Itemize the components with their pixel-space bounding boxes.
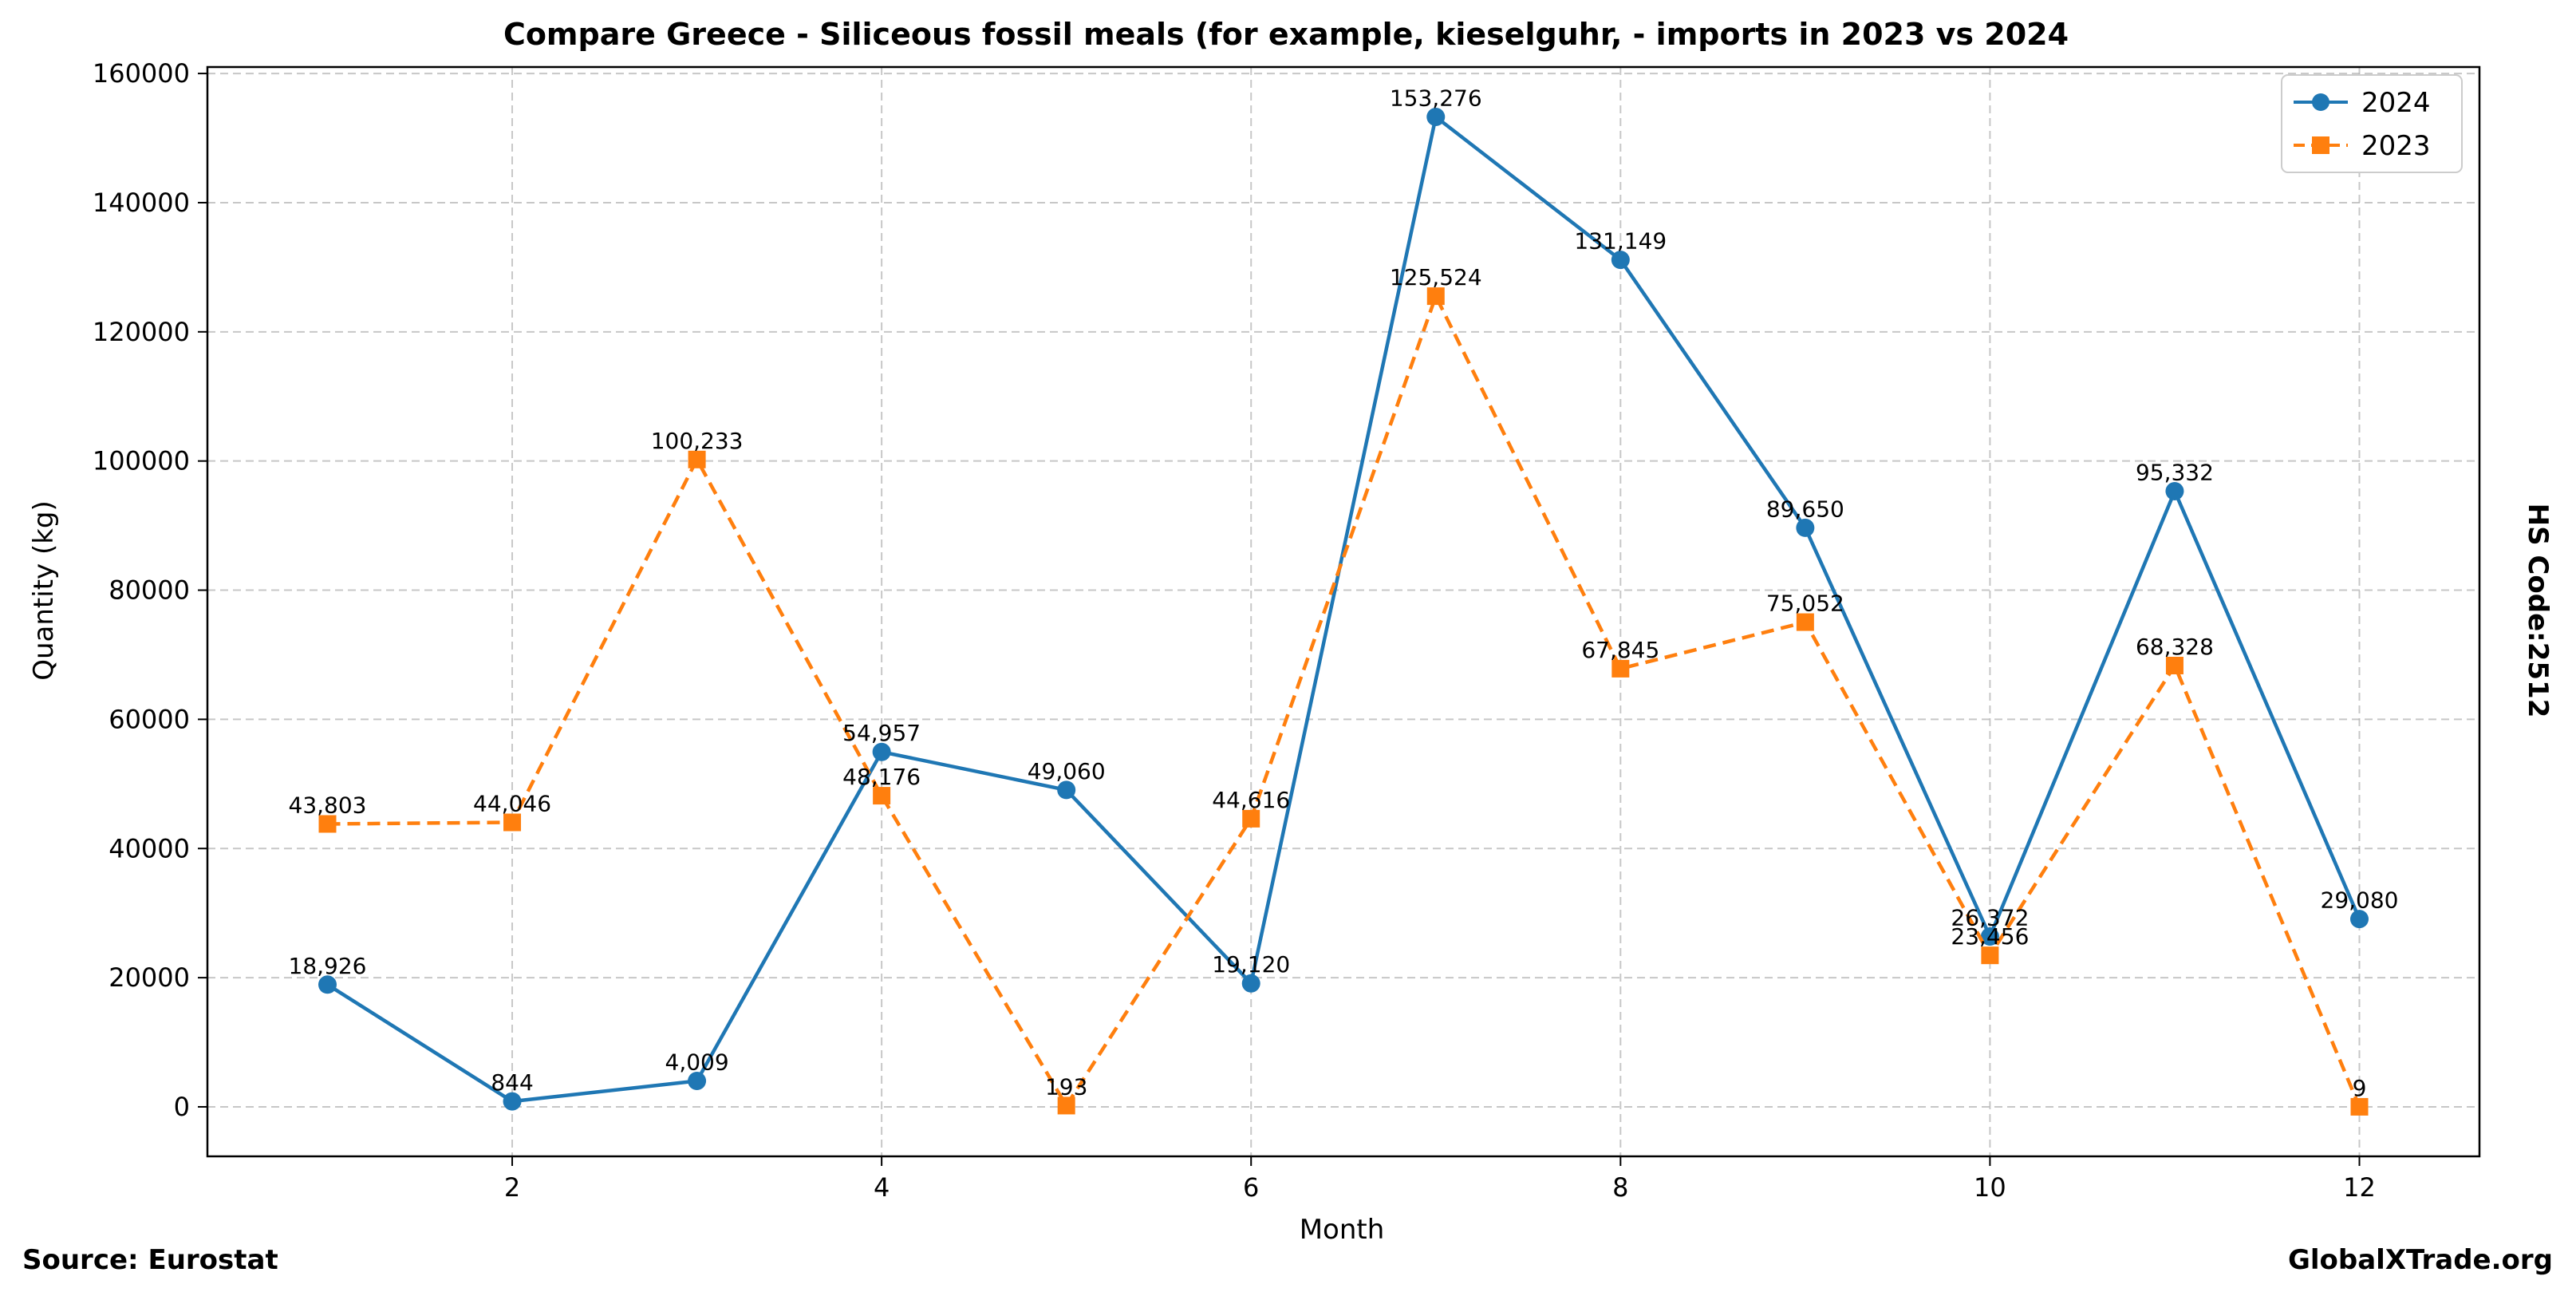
point-2024	[1796, 518, 1815, 537]
series-layer	[318, 108, 2369, 1116]
point-2024	[318, 975, 337, 994]
point-2024	[503, 1092, 522, 1111]
chart-title: Compare Greece - Siliceous fossil meals …	[503, 17, 2069, 52]
point-2024	[1980, 927, 1999, 946]
data-label-2024: 49,060	[1028, 758, 1106, 784]
data-label-2024: 29,080	[2321, 887, 2399, 914]
legend-label-2023: 2023	[2361, 130, 2431, 162]
point-2023	[1611, 659, 1630, 678]
data-label-2024: 26,372	[1951, 905, 2029, 931]
data-label-2024: 4,009	[665, 1049, 729, 1076]
data-label-2023: 44,046	[473, 791, 551, 817]
data-label-2023: 68,328	[2136, 634, 2214, 660]
point-2023	[1796, 613, 1814, 631]
data-label-2024: 18,926	[289, 953, 367, 979]
point-2024	[2165, 481, 2184, 500]
point-2024	[1241, 974, 1260, 993]
legend-label-2024: 2024	[2361, 87, 2431, 119]
y-tick-label: 100000	[93, 446, 190, 476]
y-tick-label: 20000	[108, 962, 190, 993]
point-2024	[2349, 910, 2369, 929]
point-2024	[1057, 780, 1076, 800]
data-label-2023: 75,052	[1766, 591, 1844, 617]
x-tick-label: 10	[1974, 1172, 2006, 1203]
point-2023	[688, 450, 706, 468]
y-tick-label: 160000	[93, 58, 190, 89]
point-2024	[1611, 251, 1630, 270]
data-label-2024: 19,120	[1212, 951, 1290, 978]
point-2023	[1426, 287, 1445, 306]
data-label-2023: 125,524	[1390, 264, 1482, 290]
hs-code-label: HS Code:2512	[2522, 504, 2554, 718]
x-tick-label: 6	[1243, 1172, 1259, 1203]
grid-lines	[207, 67, 2479, 1156]
point-2023	[1242, 809, 1260, 828]
data-label-2023: 100,233	[651, 428, 744, 454]
brand-label: GlobalXTrade.org	[2288, 1244, 2553, 1276]
y-tick-label: 0	[174, 1092, 190, 1122]
data-label-2023: 44,616	[1212, 787, 1290, 813]
y-tick-label: 140000	[93, 188, 190, 218]
data-label-2023: 23,456	[1951, 923, 2029, 950]
x-tick-label: 2	[504, 1172, 520, 1203]
legend-marker-2023	[2312, 136, 2329, 154]
point-2024	[688, 1072, 707, 1091]
y-tick-label: 120000	[93, 317, 190, 347]
series-line-2023	[327, 294, 2361, 1108]
point-2023	[873, 787, 891, 805]
point-2023	[1057, 1096, 1075, 1115]
point-2023	[1981, 946, 1999, 965]
y-tick-label: 40000	[108, 833, 190, 863]
data-label-2023: 43,803	[289, 792, 367, 818]
y-tick-label: 80000	[108, 575, 190, 606]
point-2023	[2165, 656, 2183, 674]
data-label-2024: 844	[491, 1069, 533, 1096]
point-2024	[1426, 108, 1446, 127]
legend: 2024 2023	[2281, 74, 2463, 173]
data-label-2024: 153,276	[1390, 85, 1482, 112]
y-tick-label: 60000	[108, 704, 190, 734]
data-label-2024: 89,650	[1766, 496, 1844, 522]
data-label-2024: 95,332	[2136, 459, 2214, 485]
legend-marker-2024	[2312, 93, 2329, 111]
data-label-2023: 67,845	[1581, 637, 1659, 663]
point-2023	[318, 815, 337, 833]
data-label-2023: 9	[2353, 1075, 2367, 1101]
axis-ticks: 0 20000 40000 60000 80000 100000 120000 140000 1…	[93, 58, 2376, 1203]
x-tick-label: 4	[874, 1172, 890, 1203]
x-tick-label: 12	[2343, 1172, 2376, 1203]
data-label-2023: 48,176	[842, 764, 921, 790]
point-2024	[872, 742, 891, 761]
point-2023	[2350, 1097, 2369, 1116]
plot-area-frame	[206, 65, 2481, 1158]
y-axis-label: Quantity (kg)	[28, 500, 60, 681]
x-tick-label: 8	[1612, 1172, 1628, 1203]
data-label-2024: 54,957	[842, 720, 921, 746]
data-labels: 18,926 844 4,009 54,957 49,060 19,120 153,276 1…	[289, 85, 2399, 1101]
series-line-2024	[326, 115, 2361, 1104]
source-label: Source: Eurostat	[22, 1244, 278, 1276]
data-label-2023: 193	[1045, 1073, 1087, 1100]
point-2023	[503, 813, 522, 832]
x-axis-label: Month	[1300, 1214, 1385, 1246]
data-label-2024: 131,149	[1574, 228, 1667, 255]
